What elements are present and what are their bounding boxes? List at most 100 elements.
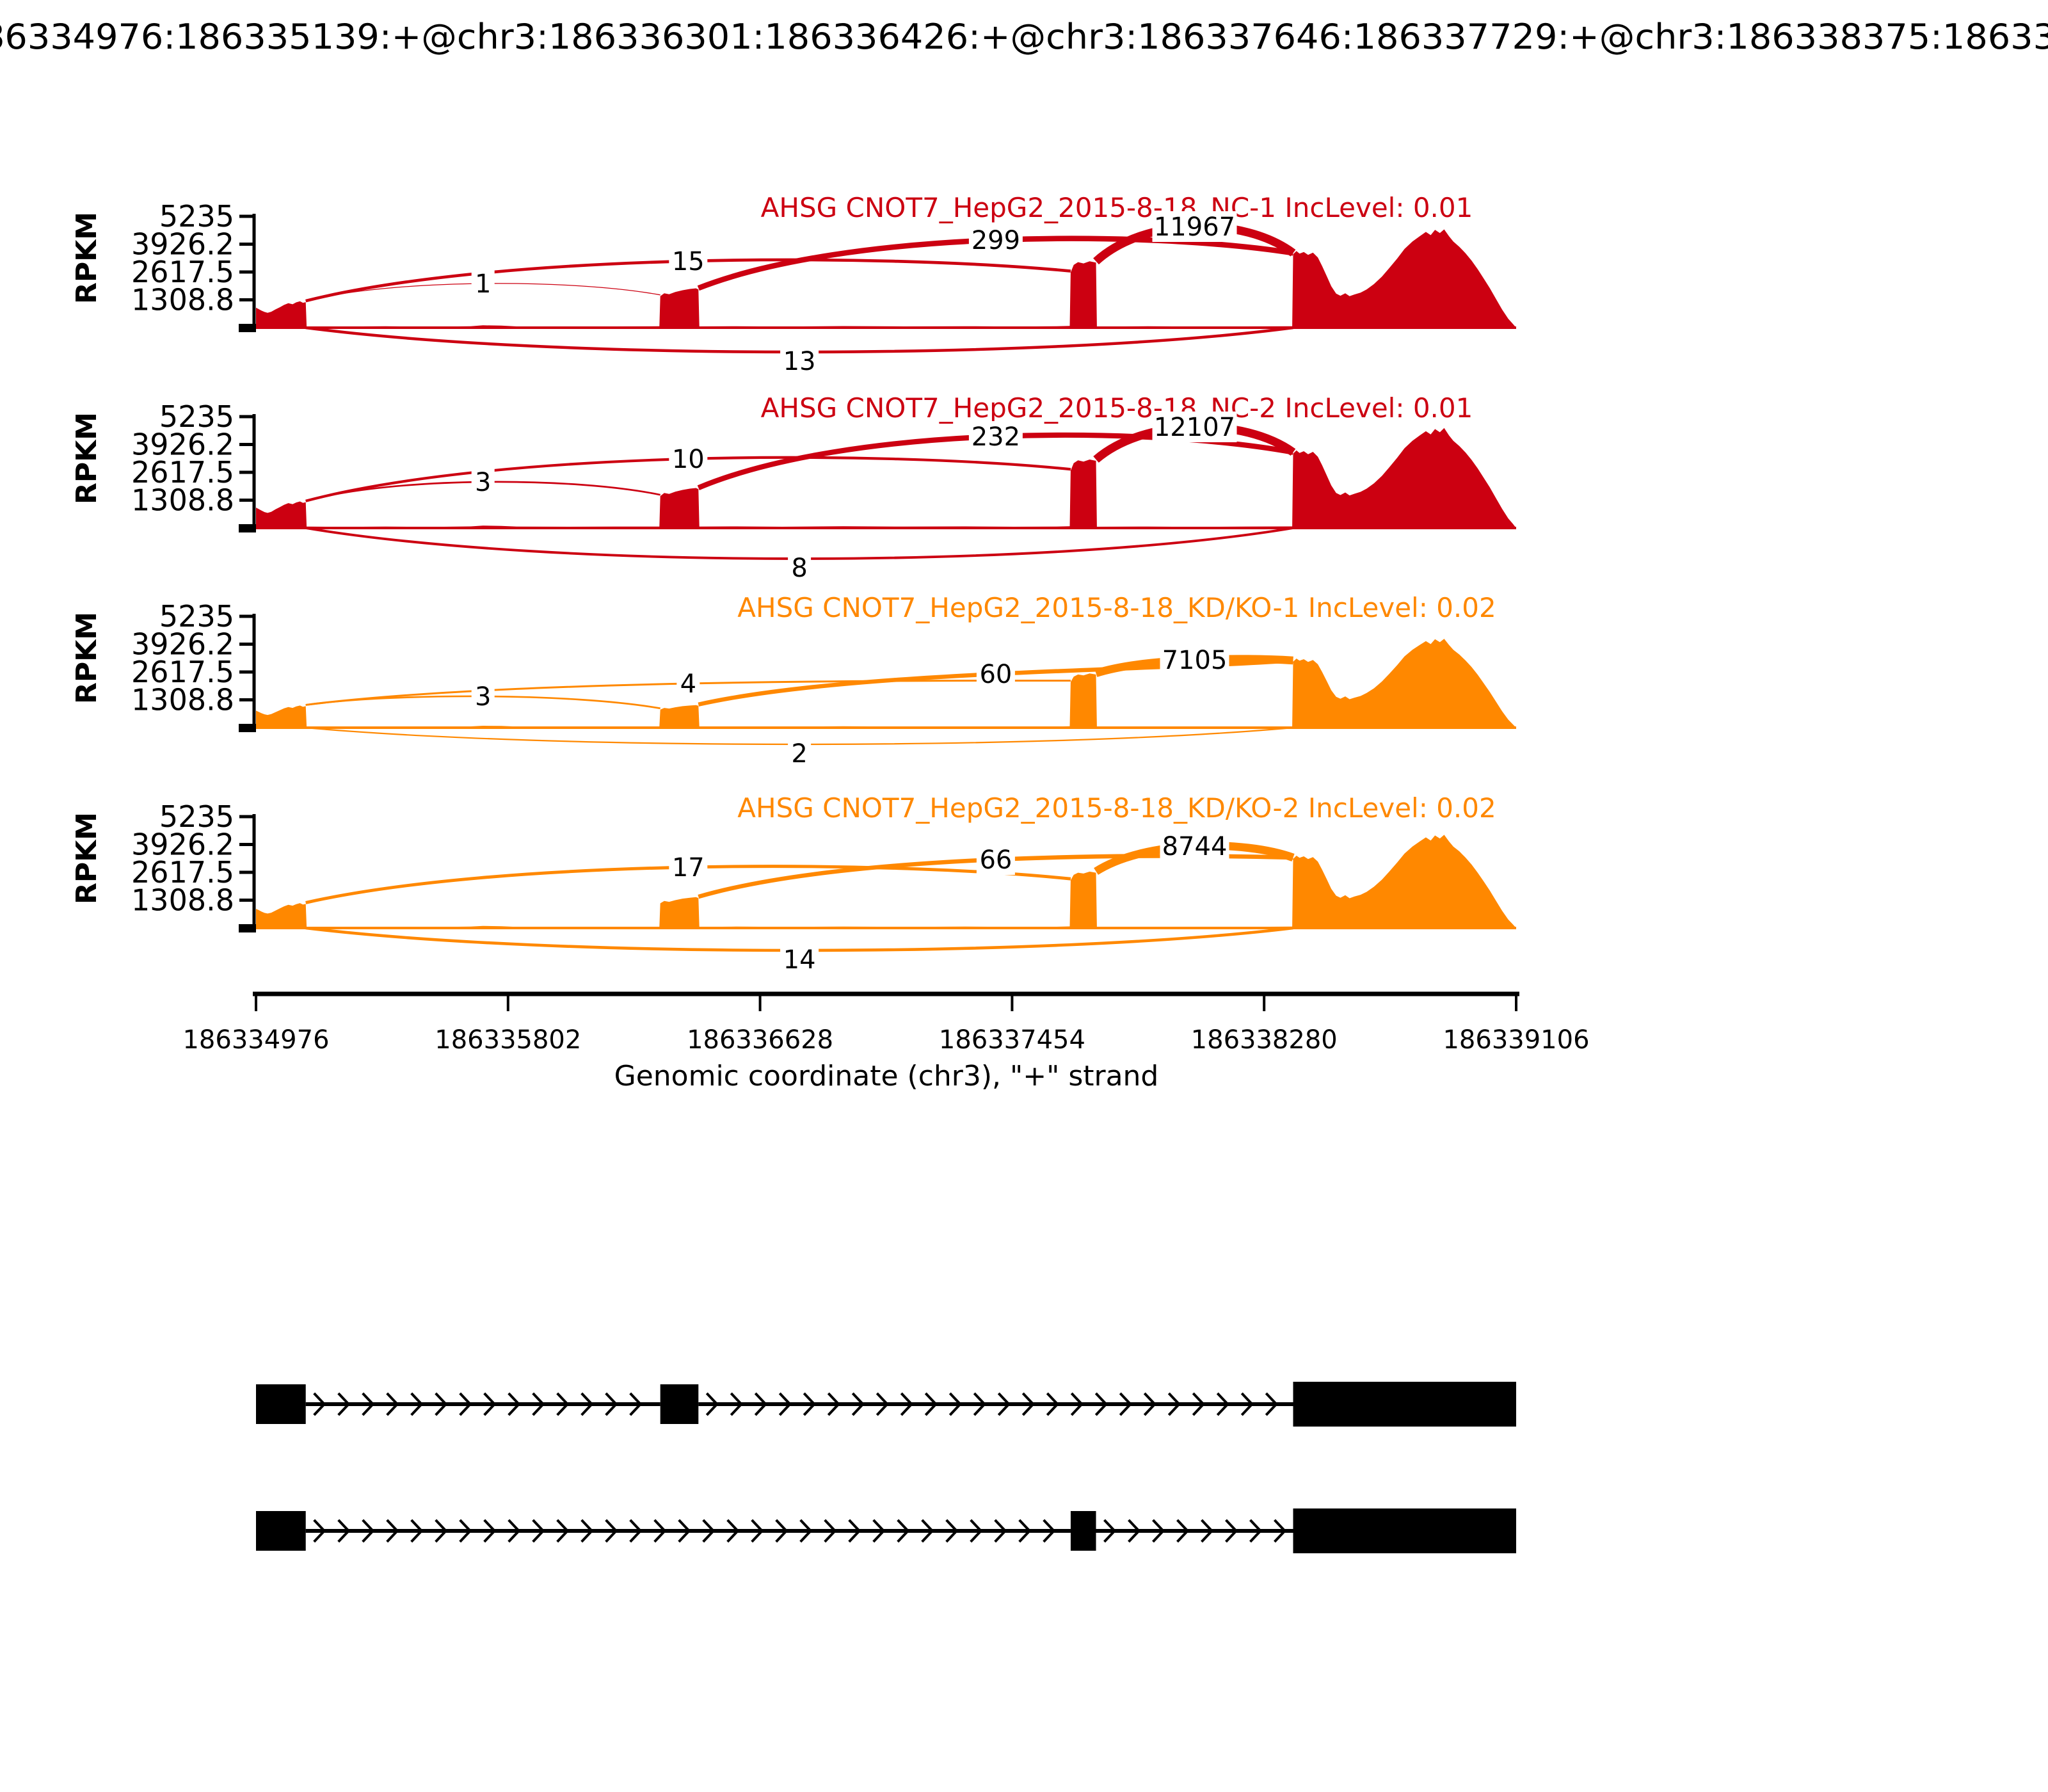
strand-arrow-icon — [1192, 1392, 1206, 1416]
junction-count-label: 13 — [783, 347, 816, 376]
strand-arrow-icon — [483, 1392, 497, 1416]
strand-arrow-icon — [1070, 1392, 1084, 1416]
strand-arrow-icon — [945, 1519, 959, 1543]
strand-arrow-icon — [386, 1519, 399, 1543]
junction-count-label: 4 — [680, 669, 696, 699]
strand-arrow-icon — [459, 1519, 472, 1543]
strand-arrow-icon — [827, 1392, 841, 1416]
x-axis-tick-label: 186335802 — [435, 1025, 581, 1055]
strand-arrow-icon — [775, 1519, 788, 1543]
strand-arrow-icon — [1128, 1519, 1141, 1543]
strand-arrow-icon — [1240, 1392, 1254, 1416]
exon-box — [1070, 1511, 1096, 1551]
junction-count-label: 66 — [979, 845, 1012, 875]
exon-box — [660, 1384, 699, 1424]
junction-count-label: 2 — [791, 739, 807, 769]
strand-arrow-icon — [508, 1519, 521, 1543]
strand-arrow-icon — [629, 1519, 643, 1543]
strand-arrow-icon — [435, 1519, 448, 1543]
y-axis-tick-label: 5235 — [159, 399, 234, 434]
strand-arrow-icon — [900, 1392, 914, 1416]
strand-arrow-icon — [1216, 1392, 1230, 1416]
strand-arrow-icon — [629, 1392, 643, 1416]
junction-count-label: 14 — [783, 945, 816, 975]
genomic-x-axis: Genomic coordinate (chr3), "+" strand 18… — [182, 991, 1590, 1092]
y-axis-tick-label: 1308.8 — [131, 483, 234, 517]
strand-arrow-icon — [848, 1519, 861, 1543]
strand-arrow-icon — [851, 1392, 865, 1416]
strand-arrow-icon — [897, 1519, 910, 1543]
y-axis-tick-label: 2617.5 — [131, 855, 234, 890]
strand-arrow-icon — [532, 1519, 545, 1543]
strand-arrow-icon — [556, 1519, 570, 1543]
strand-arrow-icon — [1043, 1519, 1056, 1543]
strand-arrow-icon — [386, 1392, 399, 1416]
strand-arrow-icon — [1143, 1392, 1157, 1416]
track-title: AHSG CNOT7_HepG2_2015-8-18_NC-1 IncLevel… — [761, 192, 1473, 223]
x-axis-tick-label: 186337454 — [939, 1025, 1085, 1055]
exon-box — [1293, 1508, 1516, 1553]
transcript-models — [256, 1382, 1516, 1553]
strand-arrow-icon — [337, 1519, 351, 1543]
strand-arrow-icon — [580, 1519, 594, 1543]
junction-label-bg — [669, 444, 708, 474]
junction-count-label: 1 — [475, 269, 491, 299]
strand-arrow-icon — [1152, 1519, 1165, 1543]
rpkm-axis-label: RPKM — [70, 612, 103, 704]
exon-box — [256, 1384, 306, 1424]
strand-arrow-icon — [997, 1392, 1011, 1416]
junction-label-bg — [669, 852, 708, 883]
junction-label-bg — [788, 552, 812, 583]
y-axis-zero-tick — [239, 724, 256, 732]
strand-arrow-icon — [653, 1519, 667, 1543]
strand-arrow-icon — [580, 1392, 594, 1416]
junction-count-label: 8744 — [1162, 832, 1228, 861]
y-axis-tick-label: 3926.2 — [131, 227, 234, 261]
junction-label-bg — [1152, 211, 1237, 242]
strand-arrow-icon — [337, 1392, 351, 1416]
junction-count-label: 10 — [672, 445, 705, 474]
exon-box — [1293, 1382, 1516, 1427]
strand-arrow-icon — [605, 1519, 618, 1543]
y-axis-tick-label: 5235 — [159, 599, 234, 634]
strand-arrow-icon — [994, 1519, 1007, 1543]
y-axis-tick-label: 2617.5 — [131, 455, 234, 490]
track-title: AHSG CNOT7_HepG2_2015-8-18_KD/KO-2 IncLe… — [737, 792, 1496, 824]
y-axis-tick-label: 1308.8 — [131, 282, 234, 317]
strand-arrow-icon — [1249, 1519, 1263, 1543]
junction-count-label: 8 — [791, 554, 807, 583]
coverage-area — [256, 428, 1516, 528]
strand-arrow-icon — [1046, 1392, 1060, 1416]
strand-arrow-icon — [410, 1519, 424, 1543]
junction-label-bg — [471, 268, 495, 299]
junction-count-label: 15 — [672, 247, 705, 276]
y-axis-zero-tick — [239, 324, 256, 332]
junction-count-label: 232 — [972, 422, 1020, 452]
exon-box — [256, 1511, 306, 1551]
strand-arrow-icon — [1265, 1392, 1279, 1416]
junction-count-label: 3 — [475, 682, 491, 712]
strand-arrow-icon — [799, 1519, 813, 1543]
junction-label-bg — [780, 346, 819, 376]
junction-count-label: 17 — [672, 853, 705, 883]
strand-arrow-icon — [362, 1392, 375, 1416]
y-axis-tick-label: 3926.2 — [131, 427, 234, 461]
strand-arrow-icon — [605, 1392, 618, 1416]
strand-arrow-icon — [872, 1519, 886, 1543]
x-axis-tick-label: 186339106 — [1443, 1025, 1589, 1055]
x-axis-tick-label: 186334976 — [182, 1025, 329, 1055]
coverage-area — [256, 229, 1516, 328]
strand-arrow-icon — [410, 1392, 424, 1416]
strand-arrow-icon — [362, 1519, 375, 1543]
junction-count-label: 11967 — [1154, 212, 1235, 242]
strand-arrow-icon — [508, 1392, 521, 1416]
y-axis-zero-tick — [239, 924, 256, 932]
y-axis-tick-label: 2617.5 — [131, 255, 234, 289]
junction-count-label: 299 — [972, 226, 1020, 255]
strand-arrow-icon — [1103, 1519, 1117, 1543]
strand-arrow-icon — [702, 1519, 716, 1543]
